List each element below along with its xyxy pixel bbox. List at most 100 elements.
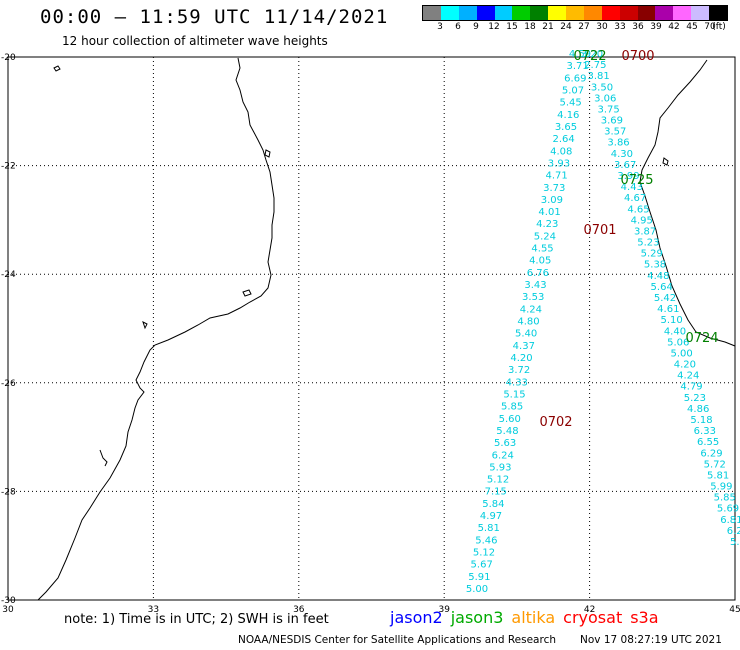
- swh-value: 6.29: [700, 448, 722, 459]
- swh-value: 2.64: [552, 134, 574, 145]
- swh-value: 3.86: [607, 138, 629, 149]
- swh-value: 4.95: [631, 215, 653, 226]
- swh-value: 5.85: [501, 402, 523, 413]
- swh-tracks: 4.593.716.695.07 5.454.163.652.644.083.93…: [466, 49, 740, 595]
- lat-label: -24: [1, 270, 16, 280]
- wave-height-color-legend: 3 6 9 12 15 18 21 24 27 30 33 36 39 42 45 70 (ft): [422, 5, 728, 33]
- legend-swatch: [476, 6, 495, 20]
- swh-value: 5.81: [707, 470, 729, 481]
- coast-island-1: [53, 65, 61, 72]
- swh-value: 5.06: [667, 337, 689, 348]
- legend-label: 6: [455, 22, 461, 32]
- legend-label: 3: [437, 22, 443, 32]
- swh-value: 5.40: [515, 329, 537, 340]
- lat-label: -26: [1, 379, 16, 389]
- swh-value: 5.15: [503, 389, 525, 400]
- legend-swatch: [601, 6, 620, 20]
- legend-label: 27: [578, 22, 590, 32]
- lat-label: -20: [1, 53, 16, 63]
- swh-value: 5.07: [562, 85, 584, 96]
- swh-value: 3.50: [591, 82, 613, 93]
- generated-time: Nov 17 08:27:19 UTC 2021: [580, 634, 722, 646]
- swh-value: 3.81: [588, 71, 610, 82]
- swh-value: 4.48: [647, 271, 669, 282]
- legend-label: 70: [704, 22, 716, 32]
- swh-value: 5.18: [690, 415, 712, 426]
- satellite-name: s3a: [630, 608, 659, 627]
- coast-island-6: [662, 157, 669, 166]
- lon-label: 36: [293, 605, 305, 615]
- legend-label: 45: [686, 22, 698, 32]
- legend-label: 42: [668, 22, 680, 32]
- legend-swatch: [691, 6, 709, 20]
- swh-value: 4.80: [517, 317, 539, 328]
- swh-value: 5.72: [704, 459, 726, 470]
- legend-swatch: [458, 6, 477, 20]
- swh-value: 5.85: [714, 493, 736, 504]
- swh-value: 5.23: [684, 393, 706, 404]
- swh-value: 3.99: [617, 171, 639, 182]
- legend-label: 12: [488, 22, 500, 32]
- swh-value: 3.71: [567, 61, 589, 72]
- swh-value: 5.99: [710, 482, 732, 493]
- legend-swatch: [440, 6, 459, 20]
- swh-value: 6.81: [720, 515, 740, 526]
- swh-value: 6.33: [694, 426, 716, 437]
- lon-label: 33: [148, 605, 159, 615]
- swh-value: 5.81: [478, 523, 500, 534]
- legend-swatch: [494, 6, 513, 20]
- swh-value: 4.05: [529, 256, 551, 267]
- swh-value: 7.15: [485, 487, 507, 498]
- swh-value: 3.20: [581, 49, 603, 60]
- legend-label: 24: [560, 22, 572, 32]
- track-time-label: 0722: [573, 49, 606, 64]
- legend-swatch: [423, 6, 441, 20]
- swh-value: 2.75: [584, 60, 606, 71]
- legend-swatch: [655, 6, 674, 20]
- swh-value: 5.67: [471, 560, 493, 571]
- coast-island-2: [264, 149, 271, 158]
- legend-swatches: [422, 5, 728, 21]
- swh-value: 4.43: [621, 182, 643, 193]
- page-title: 00:00 – 11:59 UTC 11/14/2021: [40, 6, 389, 28]
- swh-value: 3.72: [508, 365, 530, 376]
- swh-value: 3.69: [601, 116, 623, 127]
- swh-value: 5.60: [499, 414, 521, 425]
- swh-value: 6.55: [697, 437, 719, 448]
- swh-value: 4.71: [545, 171, 567, 182]
- swh-value: 3.09: [541, 195, 563, 206]
- legend-label: 39: [650, 22, 662, 32]
- swh-value: 5.24: [534, 231, 556, 242]
- lat-label: -22: [1, 162, 16, 172]
- swh-value: 5.29: [641, 249, 663, 260]
- swh-value: 5.48: [496, 426, 518, 437]
- coast-island-3: [242, 289, 252, 297]
- track-time-label: 0700: [621, 49, 654, 64]
- credit-text: NOAA/NESDIS Center for Satellite Applica…: [238, 634, 556, 646]
- swh-value: 5.91: [468, 572, 490, 583]
- swh-value: 5.6: [730, 537, 740, 548]
- madagascar-coastline: [639, 59, 736, 347]
- swh-value: 4.20: [510, 353, 532, 364]
- legend-swatch: [566, 6, 584, 20]
- swh-value: 4.67: [624, 193, 646, 204]
- lon-label: 39: [438, 605, 450, 615]
- swh-value: 4.30: [611, 149, 633, 160]
- lat-label: -30: [1, 596, 16, 606]
- legend-label: (ft): [712, 22, 726, 32]
- swh-value: 4.61: [657, 304, 679, 315]
- swh-value: 6.24: [492, 450, 514, 461]
- swh-value: 4.79: [680, 382, 702, 393]
- swh-value: 4.24: [520, 304, 542, 315]
- swh-value: 5.42: [654, 293, 676, 304]
- coast-island-5: [142, 321, 148, 330]
- lon-label: 30: [2, 605, 14, 615]
- swh-value: 5.12: [473, 548, 495, 559]
- lon-label: 45: [729, 605, 740, 615]
- swh-value: 5.38: [644, 260, 666, 271]
- swh-value: 3.75: [597, 104, 619, 115]
- swh-value: 3.93: [548, 158, 570, 169]
- swh-value: 5.45: [560, 98, 582, 109]
- swh-value: 4.20: [674, 360, 696, 371]
- swh-value: 4.86: [687, 404, 709, 415]
